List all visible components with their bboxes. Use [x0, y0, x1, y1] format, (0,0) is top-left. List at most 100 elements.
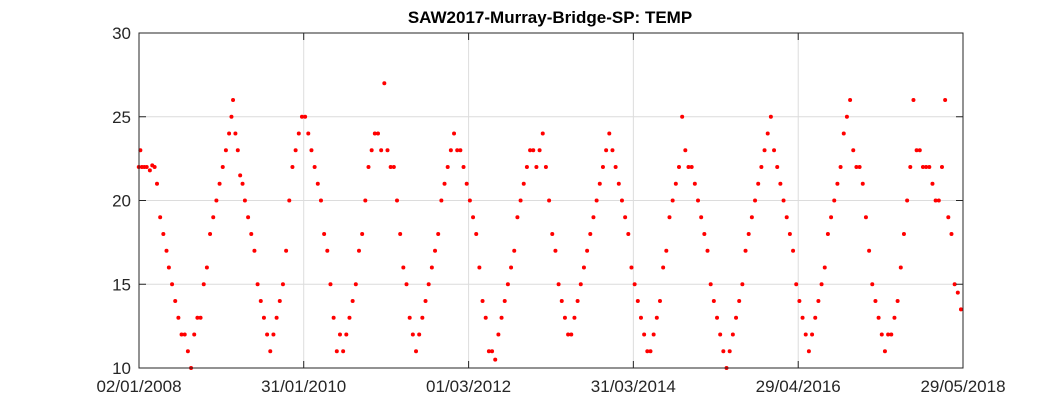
data-point — [632, 282, 637, 287]
data-point — [838, 165, 843, 169]
data-point — [759, 165, 764, 169]
data-point — [740, 282, 745, 287]
data-point — [211, 215, 216, 220]
data-point — [407, 315, 412, 320]
data-point — [235, 148, 240, 153]
data-point — [512, 248, 517, 253]
data-point — [553, 248, 558, 253]
data-point — [870, 282, 875, 287]
data-point — [952, 282, 957, 287]
data-point — [718, 332, 723, 337]
data-point — [255, 282, 260, 287]
data-point — [626, 232, 631, 236]
data-point — [442, 181, 447, 186]
x-tick-label: 31/01/2010 — [261, 377, 346, 396]
x-tick-label: 31/03/2014 — [591, 377, 676, 396]
data-point — [607, 131, 612, 136]
data-point — [591, 215, 596, 220]
data-point — [708, 282, 713, 287]
data-point — [610, 148, 615, 153]
data-point — [493, 357, 498, 362]
data-point — [566, 332, 571, 337]
data-point — [524, 165, 529, 169]
data-point — [385, 148, 390, 153]
data-point — [829, 215, 834, 220]
data-point — [806, 349, 811, 354]
data-point — [810, 332, 815, 337]
data-point — [600, 165, 605, 169]
data-point — [531, 148, 536, 153]
data-point — [661, 265, 666, 270]
data-point — [477, 265, 482, 270]
data-points — [136, 81, 963, 370]
data-point — [265, 332, 270, 337]
data-point — [917, 148, 922, 153]
data-point — [844, 114, 849, 119]
data-point — [229, 114, 234, 119]
data-point — [749, 215, 754, 220]
data-point — [505, 282, 510, 287]
data-point — [334, 349, 339, 354]
y-tick-labels: 10 15 20 25 30 — [112, 24, 131, 378]
data-point — [179, 332, 184, 337]
data-point — [822, 265, 827, 270]
data-point — [398, 232, 403, 236]
data-point — [832, 198, 837, 203]
data-point — [337, 332, 342, 337]
data-point — [271, 332, 276, 337]
data-point — [287, 198, 292, 203]
data-point — [309, 148, 314, 153]
y-tick-label: 30 — [112, 24, 131, 43]
x-tick-label: 01/03/2012 — [426, 377, 511, 396]
data-point — [176, 315, 181, 320]
data-point — [616, 181, 621, 186]
data-point — [318, 198, 323, 203]
data-point — [404, 282, 409, 287]
data-point — [882, 349, 887, 354]
data-point — [581, 265, 586, 270]
data-point — [158, 215, 163, 220]
data-point — [395, 198, 400, 203]
data-point — [182, 332, 187, 337]
data-point — [474, 232, 479, 236]
data-point — [439, 198, 444, 203]
data-point — [657, 299, 662, 303]
data-point — [676, 165, 681, 169]
data-point — [204, 265, 209, 270]
data-point — [155, 181, 159, 186]
data-point — [379, 148, 384, 153]
data-point — [376, 131, 380, 136]
data-point — [388, 165, 393, 169]
data-point — [851, 148, 856, 153]
data-point — [166, 265, 171, 270]
data-point — [556, 282, 561, 287]
chart-title: SAW2017-Murray-Bridge-SP: TEMP — [408, 8, 692, 27]
data-point — [778, 181, 783, 186]
data-point — [356, 248, 361, 253]
data-point — [680, 114, 685, 119]
data-point — [930, 181, 935, 186]
data-point — [914, 148, 919, 153]
data-point — [635, 299, 640, 303]
data-point — [848, 98, 853, 102]
data-point — [467, 198, 472, 203]
data-point — [290, 165, 295, 169]
data-point — [353, 282, 358, 287]
data-point — [325, 248, 330, 253]
data-point — [293, 148, 298, 153]
data-point — [879, 332, 884, 337]
data-point — [911, 98, 916, 102]
data-point — [220, 165, 225, 169]
data-point — [429, 265, 434, 270]
data-point — [331, 315, 336, 320]
data-point — [648, 349, 653, 354]
data-point — [208, 232, 213, 236]
data-point — [569, 332, 574, 337]
data-point — [876, 315, 881, 320]
data-point — [246, 215, 251, 220]
data-point — [791, 248, 796, 253]
data-point — [699, 215, 704, 220]
data-point — [819, 282, 824, 287]
data-point — [515, 215, 520, 220]
data-point — [521, 181, 526, 186]
